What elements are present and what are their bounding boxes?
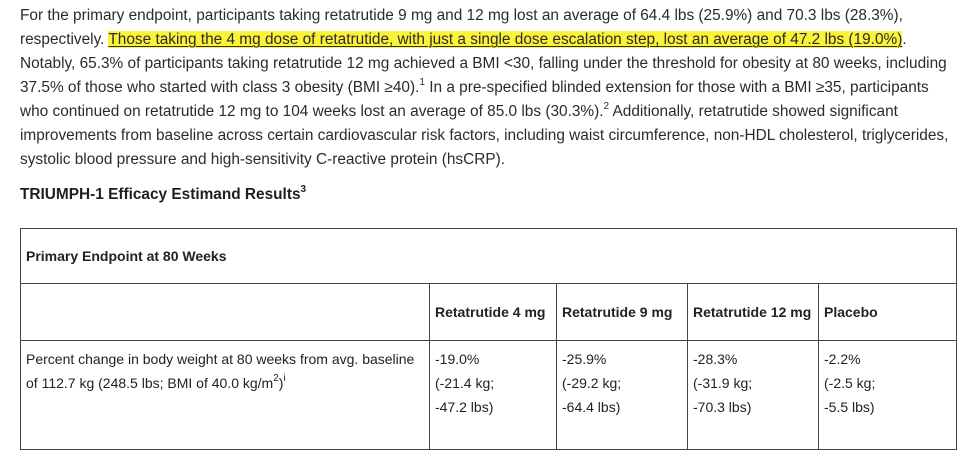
- paragraph-part-4: Additionally, retatrutide showed signifi…: [20, 103, 949, 168]
- value-kg: (-29.2 kg;: [562, 375, 622, 391]
- column-header-4mg: Retatrutide 4 mg: [429, 283, 557, 341]
- value-cell-4mg: -19.0% (-21.4 kg; -47.2 lbs): [429, 340, 557, 450]
- section-heading-text: TRIUMPH-1 Efficacy Estimand Results: [20, 186, 301, 203]
- superscript-2: 2: [273, 373, 279, 385]
- table-row: Percent change in body weight at 80 week…: [20, 340, 957, 450]
- value-kg: (-31.9 kg;: [693, 375, 753, 391]
- column-header-placebo: Placebo: [818, 283, 957, 341]
- intro-paragraph: For the primary endpoint, participants t…: [20, 4, 955, 172]
- row-label: Percent change in body weight at 80 week…: [20, 340, 430, 450]
- highlighted-sentence: Those taking the 4 mg dose of retatrutid…: [108, 31, 903, 48]
- empty-header-cell: [20, 283, 430, 341]
- value-pct: -19.0%: [435, 351, 480, 367]
- value-pct: -25.9%: [562, 351, 607, 367]
- efficacy-results-table: Primary Endpoint at 80 Weeks Retatrutide…: [20, 228, 957, 450]
- row-label-close: ): [278, 375, 284, 391]
- value-lbs: -47.2 lbs): [435, 399, 494, 415]
- value-cell-placebo: -2.2% (-2.5 kg; -5.5 lbs): [818, 340, 957, 450]
- value-pct: -2.2%: [824, 351, 861, 367]
- value-cell-12mg: -28.3% (-31.9 kg; -70.3 lbs): [687, 340, 819, 450]
- value-pct: -28.3%: [693, 351, 738, 367]
- paragraph-part-3: In a pre-specified blinded extension for…: [20, 79, 929, 120]
- value-lbs: -70.3 lbs): [693, 399, 752, 415]
- paragraph-part-2: . Notably, 65.3% of participants taking …: [20, 31, 947, 96]
- value-cell-9mg: -25.9% (-29.2 kg; -64.4 lbs): [556, 340, 688, 450]
- column-header-row: Retatrutide 4 mg Retatrutide 9 mg Retatr…: [20, 283, 957, 341]
- column-header-12mg: Retatrutide 12 mg: [687, 283, 819, 341]
- endpoint-title: Primary Endpoint at 80 Weeks: [20, 228, 957, 284]
- footnote-ref-3[interactable]: 3: [300, 183, 307, 195]
- value-lbs: -5.5 lbs): [824, 399, 875, 415]
- value-kg: (-2.5 kg;: [824, 375, 876, 391]
- row-label-text: Percent change in body weight at 80 week…: [26, 351, 415, 391]
- paragraph-part-1: For the primary endpoint, participants t…: [20, 7, 903, 48]
- footnote-ref-i[interactable]: i: [283, 373, 286, 385]
- column-header-9mg: Retatrutide 9 mg: [556, 283, 688, 341]
- footnote-ref-2[interactable]: 2: [603, 100, 610, 112]
- value-kg: (-21.4 kg;: [435, 375, 495, 391]
- section-heading: TRIUMPH-1 Efficacy Estimand Results3: [20, 183, 307, 204]
- value-lbs: -64.4 lbs): [562, 399, 621, 415]
- footnote-ref-1[interactable]: 1: [419, 76, 425, 88]
- endpoint-row: Primary Endpoint at 80 Weeks: [20, 228, 957, 284]
